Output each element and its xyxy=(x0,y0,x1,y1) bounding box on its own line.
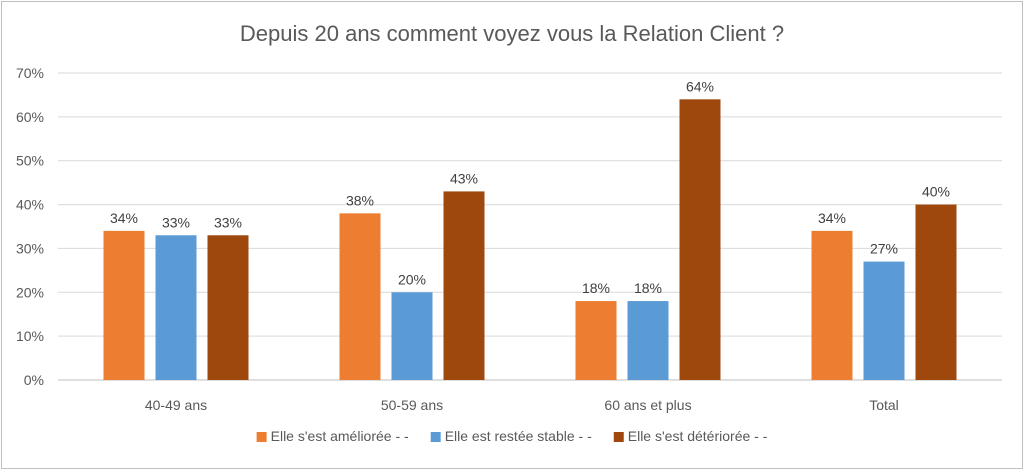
y-tick-label: 60% xyxy=(16,109,44,125)
bar xyxy=(443,191,485,380)
x-tick-label: Total xyxy=(869,397,899,413)
x-axis-ticks: 40-49 ans 50-59 ans 60 ans et plus Total xyxy=(145,397,899,413)
legend-swatch xyxy=(613,432,624,442)
y-tick-label: 50% xyxy=(16,153,44,169)
data-label: 34% xyxy=(818,210,846,226)
legend-item: Elle s'est détériorée - - xyxy=(613,428,768,444)
data-label: 40% xyxy=(922,184,950,200)
y-tick-label: 30% xyxy=(16,240,44,256)
x-tick-label: 40-49 ans xyxy=(145,397,207,413)
data-label: 18% xyxy=(634,280,662,296)
gridlines xyxy=(58,72,1002,381)
y-tick-label: 70% xyxy=(16,65,44,81)
bar xyxy=(155,235,197,380)
y-tick-label: 0% xyxy=(24,372,44,388)
legend: Elle s'est améliorée - - Elle est restée … xyxy=(256,428,768,444)
x-tick-label: 50-59 ans xyxy=(381,397,443,413)
bar xyxy=(207,235,249,380)
data-label: 34% xyxy=(110,210,138,226)
y-tick-label: 20% xyxy=(16,284,44,300)
data-labels: 34% 33% 33% 38% 20% 43% 18% 18% 64% 34% 27% 40% xyxy=(110,78,950,296)
bar xyxy=(391,292,433,380)
x-tick-label: 60 ans et plus xyxy=(604,397,691,413)
legend-item: Elle est restée stable - - xyxy=(430,428,592,444)
data-label: 18% xyxy=(582,280,610,296)
data-label: 20% xyxy=(398,271,426,287)
bars xyxy=(103,99,957,381)
legend-item: Elle s'est améliorée - - xyxy=(256,428,409,444)
bar xyxy=(103,230,145,380)
legend-label: Elle s'est améliorée - - xyxy=(271,428,409,444)
legend-label: Elle est restée stable - - xyxy=(445,428,592,444)
y-tick-label: 10% xyxy=(16,328,44,344)
bar xyxy=(915,204,957,380)
data-label: 43% xyxy=(450,170,478,186)
y-tick-label: 40% xyxy=(16,197,44,213)
data-label: 33% xyxy=(162,214,190,230)
legend-swatch xyxy=(430,432,441,442)
bar xyxy=(575,301,617,380)
bar xyxy=(863,261,905,380)
y-axis-ticks: 0% 10% 20% 30% 40% 50% 60% 70% xyxy=(16,65,44,388)
bar xyxy=(811,230,853,380)
data-label: 64% xyxy=(686,78,714,94)
legend-swatch xyxy=(256,432,267,442)
data-label: 33% xyxy=(214,214,242,230)
chart-title: Depuis 20 ans comment voyez vous la Rela… xyxy=(240,21,784,46)
bar xyxy=(339,213,381,380)
bar xyxy=(627,301,669,380)
legend-label: Elle s'est détériorée - - xyxy=(628,428,768,444)
data-label: 27% xyxy=(870,241,898,257)
data-label: 38% xyxy=(346,192,374,208)
bar xyxy=(679,99,721,381)
